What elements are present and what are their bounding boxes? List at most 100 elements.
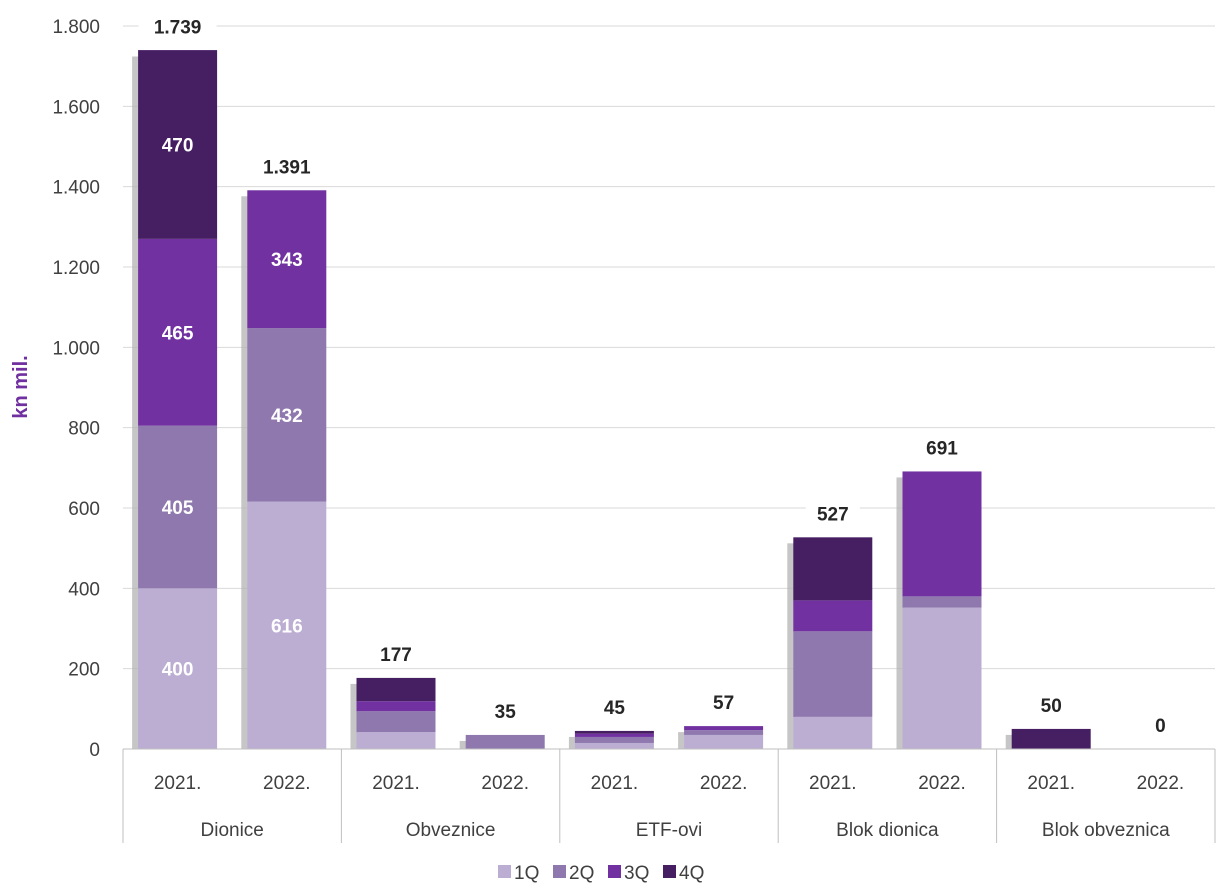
segment-value-label: 470 <box>162 135 194 156</box>
x-tick-label: 2022. <box>700 773 748 794</box>
total-label-background <box>915 435 969 462</box>
y-tick-label: 1.600 <box>52 97 100 118</box>
total-value-label: 527 <box>817 504 849 525</box>
legend-label: 3Q <box>624 863 649 884</box>
bar-shadow <box>132 56 141 750</box>
x-group-label: Blok obveznica <box>1042 820 1170 841</box>
y-tick-label: 1.200 <box>52 258 100 279</box>
total-label-background <box>805 501 860 528</box>
x-tick-label: 2022. <box>918 773 966 794</box>
x-group-label: Blok dionica <box>836 820 939 841</box>
total-value-label: 45 <box>604 698 626 719</box>
bar-shadow <box>896 477 905 749</box>
y-tick-label: 1.800 <box>52 17 100 38</box>
bar-shadow <box>459 740 468 749</box>
bar-shadow <box>350 683 359 749</box>
bar-segment-3Q <box>574 733 654 737</box>
bar-segment-3Q <box>902 471 982 597</box>
legend-swatch <box>608 865 621 878</box>
x-tick-label: 2021. <box>1027 773 1075 794</box>
bar-segment-3Q <box>793 600 873 632</box>
x-group-label: ETF-ovi <box>636 820 703 841</box>
y-tick-label: 400 <box>68 579 100 600</box>
total-label-background <box>1030 692 1073 719</box>
total-value-label: 177 <box>380 645 412 666</box>
y-tick-label: 0 <box>89 740 100 761</box>
legend-swatch <box>553 865 566 878</box>
bar-segment-1Q <box>793 716 873 749</box>
bar-segment-3Q <box>684 726 764 731</box>
bar-segment-1Q <box>138 588 218 749</box>
segment-value-label: 432 <box>271 406 303 427</box>
y-tick-label: 200 <box>68 660 100 681</box>
total-value-label: 1.739 <box>154 18 202 39</box>
legend-label: 2Q <box>569 863 594 884</box>
x-group-label: Obveznice <box>406 820 496 841</box>
bar-shadow <box>787 543 796 749</box>
segment-value-label: 400 <box>162 660 194 681</box>
segment-value-label: 465 <box>162 323 194 344</box>
segment-value-label: 343 <box>271 250 303 271</box>
y-tick-label: 600 <box>68 499 100 520</box>
bar-segment-2Q <box>574 736 654 743</box>
total-value-label: 35 <box>495 702 517 723</box>
bar-segment-2Q <box>356 711 436 733</box>
total-label-background <box>1145 713 1176 739</box>
bar-segment-2Q <box>793 631 873 717</box>
y-tick-label: 1.000 <box>52 338 100 359</box>
bar-shadow <box>568 736 577 749</box>
bar-segment-1Q <box>247 501 327 749</box>
bar-segment-2Q <box>902 596 982 608</box>
bar-segment-3Q <box>247 190 327 329</box>
bar-segment-2Q <box>684 730 764 735</box>
x-tick-label: 2022. <box>481 773 529 794</box>
bar-segment-1Q <box>684 734 764 749</box>
total-value-label: 1.391 <box>263 157 311 178</box>
bar-segment-1Q <box>902 607 982 749</box>
bar-segment-2Q <box>247 328 327 502</box>
bar-segment-4Q <box>793 537 873 601</box>
x-tick-label: 2021. <box>154 773 202 794</box>
axes: 0 200 400 600 800 1.000 1.200 1.400 1.600 1.800 kn… <box>10 17 1216 843</box>
bar-segment-1Q <box>356 732 436 749</box>
data-labels: 400 405 465 470 1.739 616 432 343 1.391 177 35 45 57… <box>138 14 1176 739</box>
total-value-label: 0 <box>1155 716 1166 737</box>
bars <box>132 50 1091 750</box>
segment-value-label: 405 <box>162 498 194 519</box>
total-label-background <box>702 690 745 717</box>
legend-label: 4Q <box>679 863 704 884</box>
bar-segment-4Q <box>356 677 436 702</box>
total-label-background <box>138 14 217 41</box>
bar-segment-2Q <box>138 425 218 589</box>
total-label-background <box>369 641 423 668</box>
bar-segment-4Q <box>138 50 218 239</box>
total-label-background <box>484 698 527 725</box>
x-tick-label: 2021. <box>809 773 857 794</box>
x-group-label: Dionice <box>201 820 264 841</box>
x-tick-label: 2022. <box>263 773 311 794</box>
bar-shadow <box>241 196 250 749</box>
bar-shadow <box>678 732 687 749</box>
total-value-label: 691 <box>926 438 958 459</box>
legend-label: 1Q <box>514 863 539 884</box>
bar-segment-4Q <box>574 730 654 734</box>
bar-shadow <box>1005 734 1014 749</box>
bar-segment-4Q <box>1011 728 1091 749</box>
total-label-background <box>247 154 326 181</box>
total-label-background <box>593 694 636 721</box>
bar-segment-3Q <box>356 701 436 712</box>
segment-value-label: 616 <box>271 616 303 637</box>
y-axis-title: kn mil. <box>10 355 32 418</box>
y-tick-label: 800 <box>68 419 100 440</box>
bar-segment-2Q <box>465 734 545 749</box>
total-value-label: 50 <box>1041 696 1062 717</box>
legend-swatch <box>498 865 511 878</box>
y-tick-label: 1.400 <box>52 178 100 199</box>
total-value-label: 57 <box>713 693 734 714</box>
bar-segment-1Q <box>574 742 654 749</box>
legend-swatch <box>663 865 676 878</box>
legend: 1Q 2Q 3Q 4Q <box>498 863 704 884</box>
x-tick-label: 2021. <box>591 773 639 794</box>
